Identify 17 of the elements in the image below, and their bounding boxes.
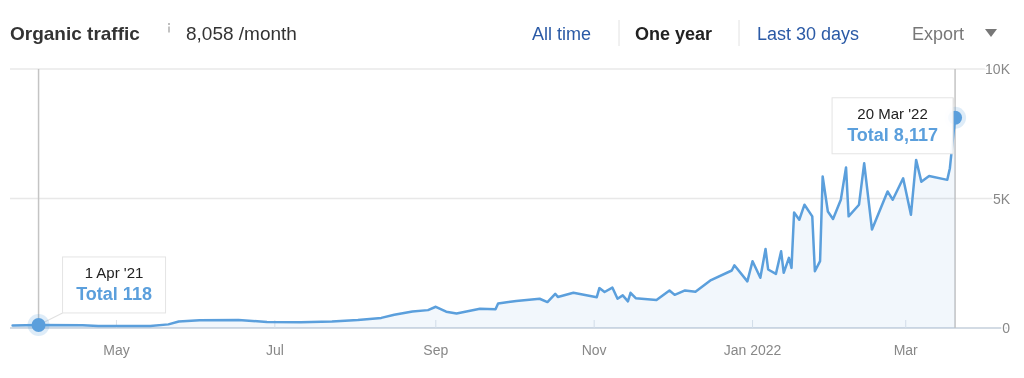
text: Last 30 days bbox=[757, 24, 860, 44]
text: One year bbox=[635, 24, 713, 44]
x-tick-label: Mar bbox=[893, 342, 919, 358]
chart-subtitle: 8,058 /month bbox=[186, 23, 297, 44]
x-tick-label: Nov bbox=[581, 342, 607, 358]
y-tick-label: 0 bbox=[1002, 320, 1011, 336]
x-tick-label: Jan 2022 bbox=[723, 342, 782, 358]
chart-title: Organic traffic bbox=[10, 23, 141, 44]
x-tick-label: Jul bbox=[265, 342, 284, 358]
annotation: 20 Mar '22 Total 8,117 bbox=[847, 104, 938, 145]
x-tick-label: Sep bbox=[423, 342, 449, 358]
x-tick-label: May bbox=[103, 342, 130, 358]
text: Export bbox=[912, 24, 965, 44]
text: All time bbox=[532, 24, 592, 44]
y-tick-label: 5K bbox=[992, 190, 1011, 207]
annotation: 1 Apr '21 Total 118 bbox=[76, 263, 152, 304]
y-tick-label: 10K bbox=[985, 61, 1011, 77]
